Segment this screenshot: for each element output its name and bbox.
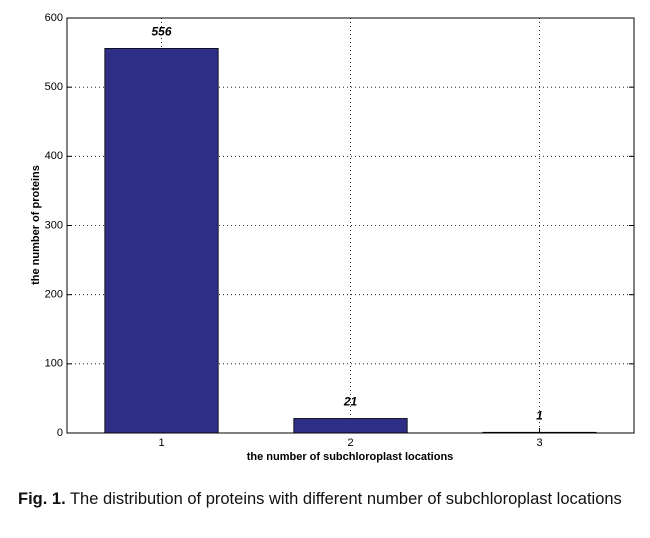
bar xyxy=(293,418,408,434)
plot-frame xyxy=(66,17,635,434)
caption-label: Fig. 1. xyxy=(18,490,66,508)
bar xyxy=(104,48,219,434)
x-tick-label: 3 xyxy=(536,437,542,449)
y-tick-label: 0 xyxy=(57,427,63,439)
x-axis-label: the number of subchloroplast locations xyxy=(247,451,454,463)
y-tick-label: 300 xyxy=(45,219,63,231)
data-label: 21 xyxy=(343,395,358,409)
data-label: 556 xyxy=(151,25,171,39)
y-axis-label: the number of proteins xyxy=(30,165,42,285)
data-label: 1 xyxy=(536,408,543,422)
x-tick-label: 2 xyxy=(347,437,353,449)
y-tick-label: 100 xyxy=(45,358,63,370)
caption: Fig. 1. The distribution of proteins wit… xyxy=(18,488,648,511)
caption-text: The distribution of proteins with differ… xyxy=(69,490,622,508)
y-tick-label: 600 xyxy=(45,12,63,24)
x-tick-label: 1 xyxy=(158,437,164,449)
chart: the number of subchloroplast locations t… xyxy=(30,12,635,463)
y-tick-label: 400 xyxy=(45,150,63,162)
y-tick-label: 500 xyxy=(45,81,63,93)
y-tick-label: 200 xyxy=(45,289,63,301)
